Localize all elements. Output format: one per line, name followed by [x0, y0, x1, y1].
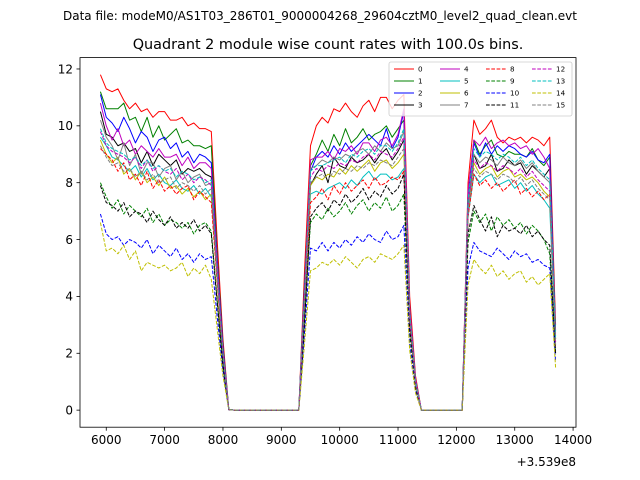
x-tick-label: 10000 [321, 433, 359, 447]
y-tick-label: 4 [65, 290, 73, 304]
legend-frame [388, 61, 573, 117]
y-tick-label: 6 [65, 233, 73, 247]
series-line-module-14 [99, 222, 557, 411]
series-layer [99, 74, 557, 411]
series-line-module-12 [99, 131, 557, 411]
legend-label-module-13: 13 [556, 77, 565, 86]
legend-label-module-1: 1 [418, 77, 423, 86]
series-line-module-9 [99, 182, 557, 411]
series-line-module-6 [99, 139, 557, 411]
legend-label-module-12: 12 [556, 65, 565, 74]
legend-label-module-7: 7 [464, 101, 469, 110]
x-tick-label: 14000 [554, 433, 592, 447]
series-line-module-0 [99, 74, 557, 411]
x-tick-label: 7000 [149, 433, 180, 447]
legend-label-module-11: 11 [510, 101, 519, 110]
legend-label-module-15: 15 [556, 101, 565, 110]
y-tick-label: 0 [65, 403, 73, 417]
series-line-module-7 [99, 119, 557, 411]
series-line-module-10 [99, 213, 557, 411]
chart-title: Quadrant 2 module wise count rates with … [133, 37, 524, 53]
x-tick-label: 11000 [379, 433, 417, 447]
x-tick-label: 8000 [208, 433, 239, 447]
x-axis-offset-text: +3.539e8 [517, 455, 576, 469]
series-line-module-4 [99, 102, 557, 411]
y-tick-label: 12 [58, 62, 73, 76]
axes-frame [79, 57, 577, 428]
legend-label-module-6: 6 [464, 89, 469, 98]
series-line-module-11 [99, 173, 557, 411]
x-axis: 6000 7000 8000 9000 10000 11000 12000 13000 1400… [91, 427, 592, 447]
legend-label-module-14: 14 [556, 89, 566, 98]
legend-label-module-3: 3 [418, 101, 423, 110]
legend-label-module-10: 10 [510, 89, 520, 98]
y-axis: 0 2 4 6 8 10 12 [58, 62, 80, 417]
series-line-module-13 [99, 128, 557, 411]
y-tick-label: 8 [65, 176, 73, 190]
legend-label-module-4: 4 [464, 65, 469, 74]
y-tick-label: 10 [58, 119, 73, 133]
x-tick-label: 6000 [91, 433, 122, 447]
series-line-module-15 [99, 145, 557, 411]
series-line-module-8 [100, 148, 557, 411]
legend-label-module-0: 0 [418, 65, 423, 74]
legend-label-module-8: 8 [510, 65, 515, 74]
legend-label-module-2: 2 [418, 89, 423, 98]
figure-suptitle: Data file: modeM0/AS1T03_286T01_90000042… [63, 9, 577, 23]
x-tick-label: 13000 [496, 433, 534, 447]
y-tick-label: 2 [65, 347, 73, 361]
x-tick-label: 9000 [266, 433, 297, 447]
x-tick-label: 12000 [437, 433, 475, 447]
legend-label-module-5: 5 [464, 77, 469, 86]
legend-label-module-9: 9 [510, 77, 515, 86]
